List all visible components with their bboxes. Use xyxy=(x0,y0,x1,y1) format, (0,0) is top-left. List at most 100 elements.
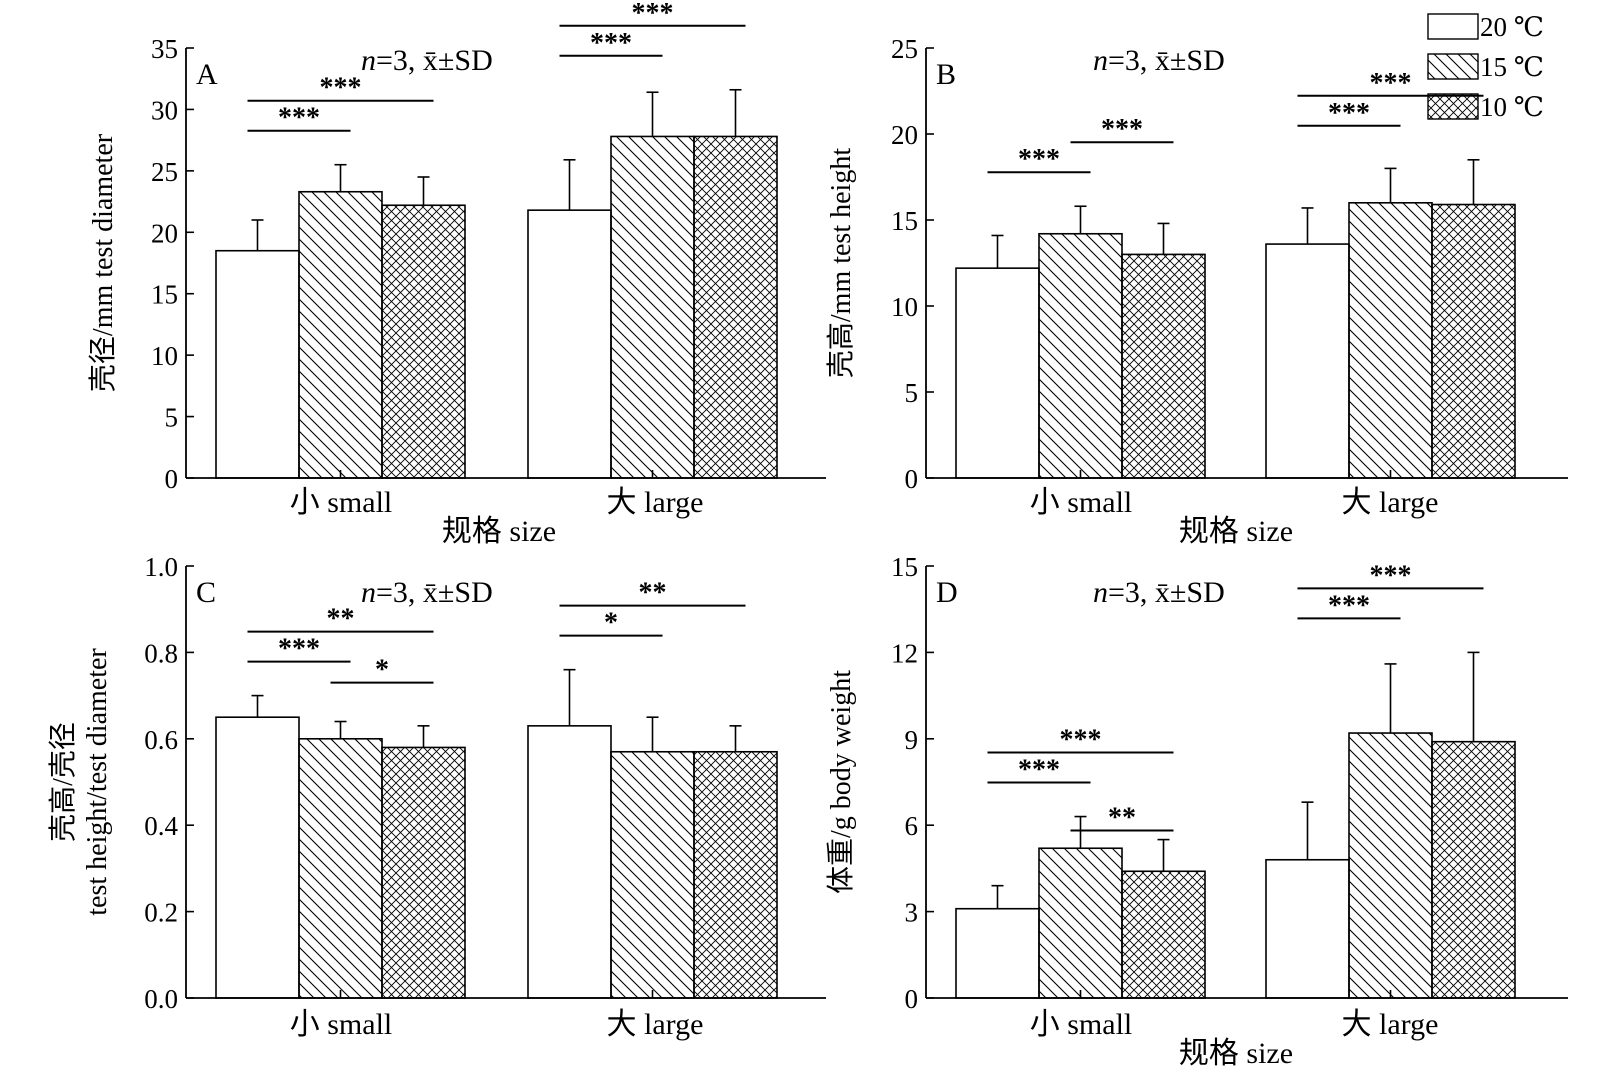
panel-letter: A xyxy=(196,58,218,91)
y-tick-label: 0.4 xyxy=(144,811,178,841)
y-tick-label: 35 xyxy=(151,34,178,64)
sample-annotation: n=3, x̄±SD xyxy=(1093,576,1225,609)
x-axis-title: 规格 size xyxy=(1179,515,1293,548)
panel-a: 0 5 10 15 20 25 30 35 小 small 大 large 规格 size 壳径/mm… xyxy=(87,0,826,548)
significance-label: *** xyxy=(278,634,320,665)
y-tick-label: 0.8 xyxy=(144,638,178,668)
y-tick-label: 1.0 xyxy=(144,552,178,582)
y-tick-label: 0.2 xyxy=(144,898,178,928)
y-tick-label: 0.0 xyxy=(144,984,178,1014)
bar-10c xyxy=(1431,740,1516,999)
bar-20c xyxy=(955,267,1040,479)
bar-20c xyxy=(215,249,300,479)
panel-b: 0 5 10 15 20 25 小 small 大 large 规格 size 壳高/mm tes… xyxy=(825,34,1568,548)
x-tick-label: 大 large xyxy=(1342,486,1439,519)
panel-c: 0.0 0.2 0.4 0.6 0.8 1.0 小 small 大 large 壳高/壳径 tes… xyxy=(47,552,826,1041)
y-tick-label: 0 xyxy=(905,464,919,494)
x-tick-label: 大 large xyxy=(607,1008,704,1041)
significance-label: *** xyxy=(1370,68,1412,99)
legend-entry-20c: 20 ℃ xyxy=(1427,12,1544,42)
y-tick-label: 12 xyxy=(891,638,918,668)
significance-label: ** xyxy=(639,578,667,609)
y-tick-label: 25 xyxy=(891,34,918,64)
bar-20c xyxy=(1265,243,1350,479)
panel-letter: C xyxy=(196,576,216,609)
significance-label: *** xyxy=(1370,560,1412,591)
y-tick-label: 0.6 xyxy=(144,725,178,755)
y-tick-label: 5 xyxy=(165,403,179,433)
y-tick-label: 0 xyxy=(165,464,179,494)
panel-letter: B xyxy=(936,58,956,91)
legend-label-15c: 15 ℃ xyxy=(1480,52,1544,82)
bar-20c xyxy=(527,725,612,999)
y-tick-label: 20 xyxy=(891,120,918,150)
significance-label: *** xyxy=(632,0,674,29)
significance-label: *** xyxy=(1018,755,1060,786)
y-tick-label: 15 xyxy=(891,206,918,236)
y-axis-title-line2: test height/test diameter xyxy=(82,648,113,916)
x-tick-label: 小 small xyxy=(290,1008,393,1041)
bar-15c xyxy=(610,750,695,999)
bar-10c xyxy=(693,750,778,999)
significance-label: *** xyxy=(590,28,632,59)
bar-10c xyxy=(1121,870,1206,999)
panel-letter: D xyxy=(936,576,958,609)
x-axis-title: 规格 size xyxy=(1179,1037,1293,1070)
x-tick-label: 小 small xyxy=(290,486,393,519)
significance-label: ** xyxy=(1108,803,1136,834)
x-tick-label: 大 large xyxy=(607,486,704,519)
bar-20c xyxy=(527,209,612,479)
significance-label: * xyxy=(604,608,618,639)
bar-15c xyxy=(610,135,695,479)
legend-label-20c: 20 ℃ xyxy=(1480,12,1544,42)
bar-15c xyxy=(1348,732,1433,999)
y-axis-title: 壳径/mm test diameter xyxy=(87,133,119,392)
bar-15c xyxy=(1038,232,1123,479)
bar-10c xyxy=(693,135,778,479)
y-tick-label: 5 xyxy=(905,378,919,408)
bar-20c xyxy=(955,907,1040,999)
legend-entry-10c: 10 ℃ xyxy=(1427,92,1544,122)
legend-swatch-10c xyxy=(1427,93,1479,120)
bar-15c xyxy=(298,190,383,479)
bar-10c xyxy=(381,204,466,479)
bar-15c xyxy=(1348,202,1433,479)
y-tick-label: 10 xyxy=(891,292,918,322)
sample-annotation: n=3, x̄±SD xyxy=(361,44,493,77)
significance-label: *** xyxy=(320,73,362,104)
y-tick-label: 20 xyxy=(151,218,178,248)
significance-label: *** xyxy=(1328,590,1370,621)
y-tick-label: 3 xyxy=(905,898,919,928)
significance-label: *** xyxy=(1101,114,1143,145)
significance-label: * xyxy=(375,655,389,686)
bar-15c xyxy=(1038,847,1123,999)
sample-annotation: n=3, x̄±SD xyxy=(361,576,493,609)
significance-label: *** xyxy=(278,103,320,134)
y-axis-title: 体重/g body weight xyxy=(825,670,857,894)
legend: 20 ℃ 15 ℃ 10 ℃ xyxy=(1427,12,1544,122)
bar-20c xyxy=(1265,858,1350,999)
bar-20c xyxy=(215,716,300,999)
y-axis-title: 壳高/壳径 xyxy=(47,722,79,842)
legend-swatch-20c xyxy=(1427,13,1479,40)
bar-15c xyxy=(298,737,383,999)
significance-label: *** xyxy=(1060,725,1102,756)
x-axis-title: 规格 size xyxy=(442,515,556,548)
y-tick-label: 15 xyxy=(891,552,918,582)
legend-entry-15c: 15 ℃ xyxy=(1427,52,1544,82)
significance-label: ** xyxy=(327,604,355,635)
y-tick-label: 0 xyxy=(905,984,919,1014)
significance-label: *** xyxy=(1018,144,1060,175)
x-tick-label: 大 large xyxy=(1342,1008,1439,1041)
y-tick-label: 9 xyxy=(905,725,919,755)
bar-10c xyxy=(1121,253,1206,479)
sample-annotation: n=3, x̄±SD xyxy=(1093,44,1225,77)
y-tick-label: 6 xyxy=(905,811,919,841)
bar-10c xyxy=(381,746,466,999)
bar-10c xyxy=(1431,203,1516,479)
legend-label-10c: 10 ℃ xyxy=(1480,92,1544,122)
y-tick-label: 25 xyxy=(151,157,178,187)
significance-label: *** xyxy=(1328,98,1370,129)
legend-swatch-15c xyxy=(1427,53,1479,80)
